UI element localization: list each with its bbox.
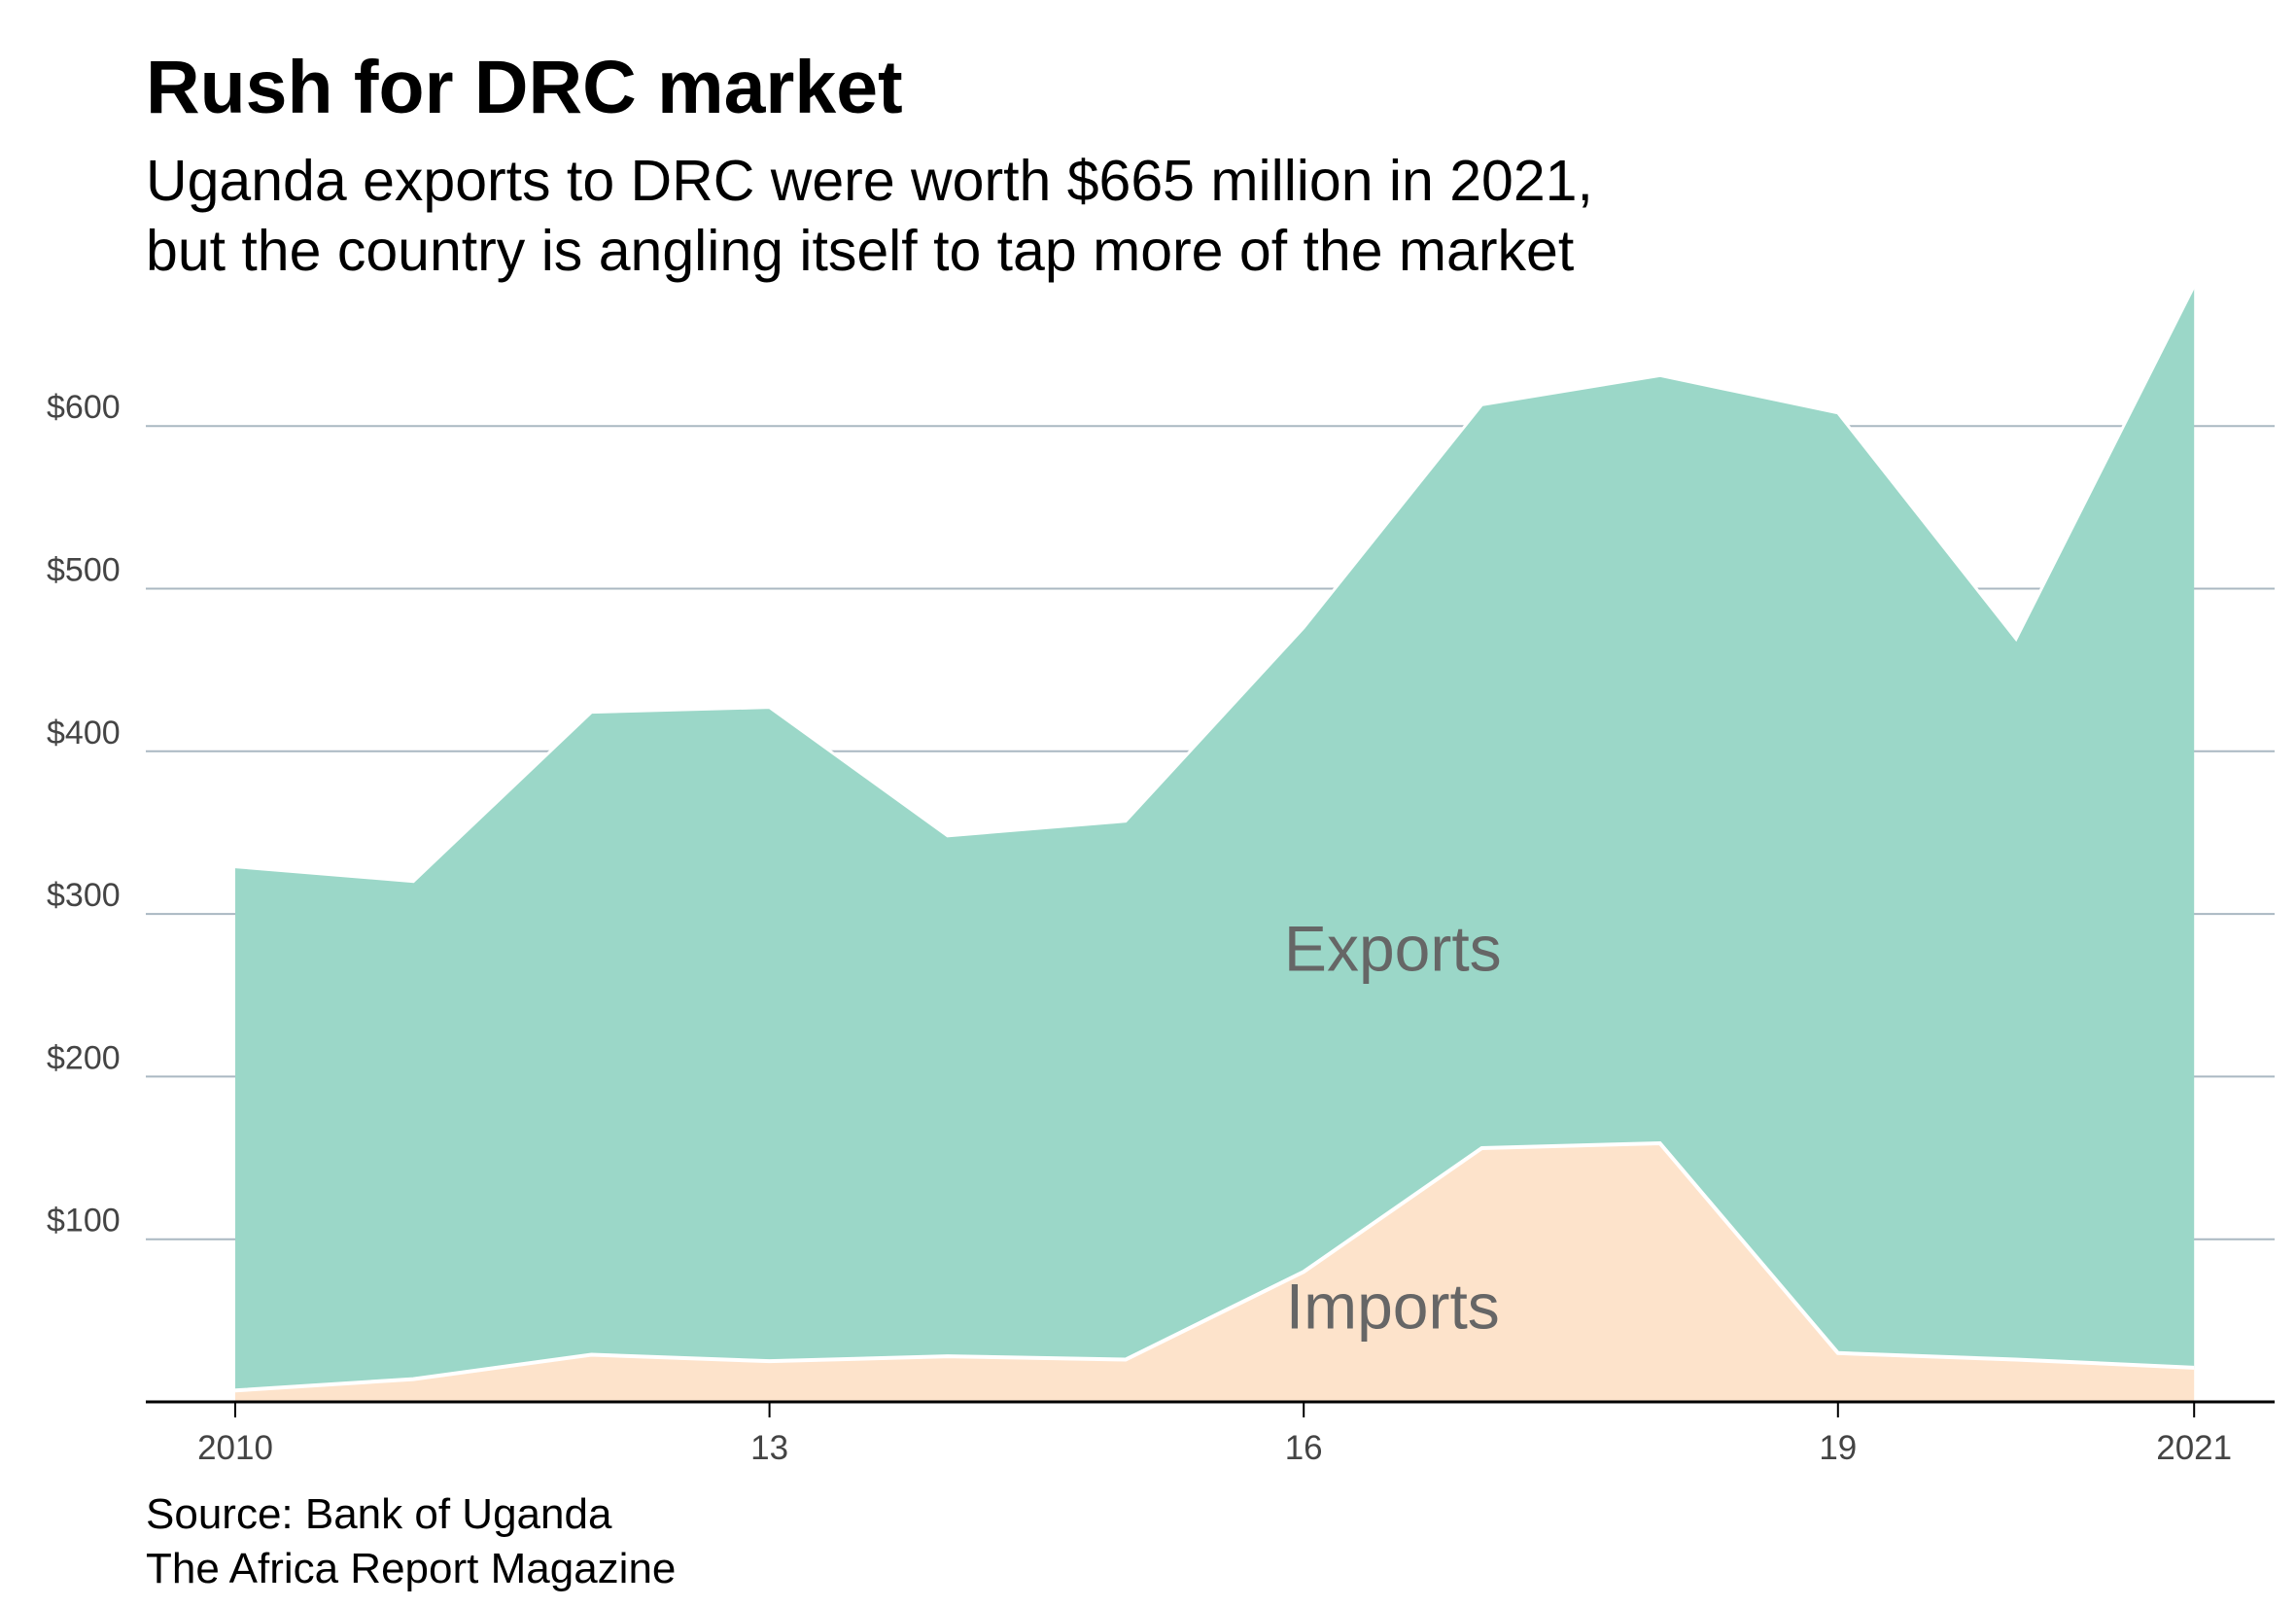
- imports-line: [234, 1140, 2195, 1393]
- imports-area: [235, 1142, 2195, 1402]
- y-tick-label: $400: [47, 715, 121, 751]
- x-tick-label: 19: [1819, 1429, 1857, 1467]
- x-tick-label: 2021: [2156, 1429, 2232, 1467]
- x-tick-label: 16: [1285, 1429, 1323, 1467]
- exports-area: [235, 286, 2195, 1391]
- chart-subtitle: Uganda exports to DRC were worth $665 mi…: [146, 146, 2187, 286]
- source-note: Source: Bank of Uganda The Africa Report…: [146, 1487, 676, 1596]
- series-label: Exports: [1284, 913, 1502, 985]
- x-tick-label: 13: [750, 1429, 788, 1467]
- source-line: Source: Bank of Uganda: [146, 1490, 612, 1538]
- x-tick-label: 2010: [197, 1429, 273, 1467]
- y-tick-label: $100: [47, 1203, 121, 1240]
- y-tick-label: $600: [47, 389, 121, 426]
- y-tick-label: $300: [47, 877, 121, 914]
- exports-line: [234, 285, 2196, 884]
- y-tick-label: $500: [47, 552, 121, 589]
- subtitle-line: Uganda exports to DRC were worth $665 mi…: [146, 149, 1593, 213]
- y-tick-label: $200: [47, 1039, 121, 1076]
- series-label: Imports: [1286, 1271, 1500, 1343]
- subtitle-line: but the country is angling itself to tap…: [146, 219, 1575, 283]
- chart-title: Rush for DRC market: [146, 46, 903, 129]
- publisher-line: The Africa Report Magazine: [146, 1545, 677, 1592]
